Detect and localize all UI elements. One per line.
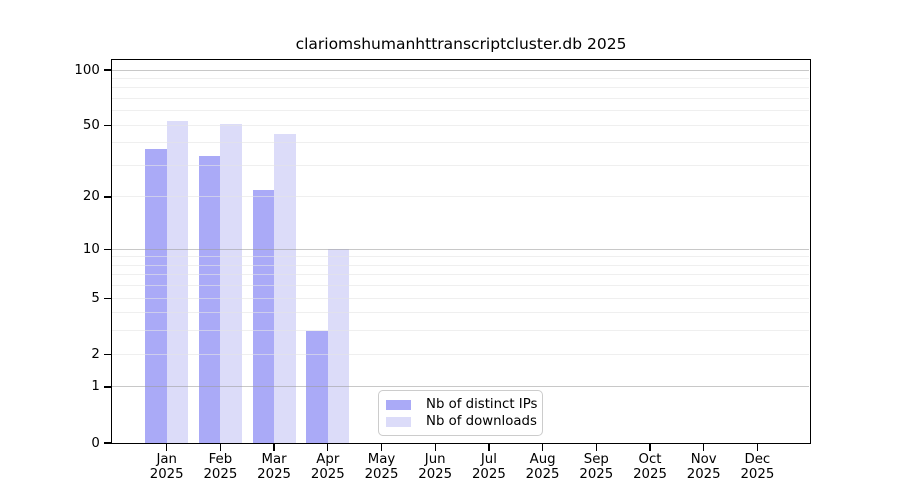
x-axis-tick-sep [595, 444, 597, 451]
x-axis-label-year-nov: 2025 [686, 467, 721, 482]
x-axis-label-year-oct: 2025 [633, 467, 667, 482]
gridline-minor-20 [111, 196, 810, 198]
y-axis-label-5: 5 [91, 290, 100, 306]
x-axis-label-month-apr: Apr [316, 452, 340, 467]
bar-feb-downloads [220, 123, 242, 443]
bar-jan-downloads [166, 120, 189, 443]
y-axis-label-2: 2 [91, 346, 100, 362]
y-axis-label-10: 10 [82, 241, 100, 257]
gridline-minor-70 [111, 97, 810, 99]
legend-swatch-downloads [386, 416, 411, 427]
x-axis-label-month-dec: Dec [744, 452, 771, 467]
x-axis-label-year-mar: 2025 [257, 467, 292, 482]
legend-label-distinct-ips: Nb of distinct IPs [426, 397, 538, 412]
x-axis-label-month-may: May [367, 452, 396, 467]
gridline-major-10 [111, 248, 810, 250]
gridline-minor-60 [111, 110, 810, 112]
gridline-minor-90 [111, 77, 810, 79]
bar-apr-downloads [327, 249, 350, 443]
y-axis-tick-0 [104, 442, 111, 444]
legend-item-distinct-ips: Nb of distinct IPs [386, 396, 538, 413]
x-axis-tick-jan [166, 444, 168, 451]
y-axis-tick-20 [104, 196, 111, 198]
y-axis-tick-1 [104, 386, 111, 388]
gridline-minor-7 [111, 274, 810, 276]
legend-swatch-distinct-ips [386, 399, 411, 410]
x-axis-label-month-oct: Oct [638, 452, 662, 467]
y-axis-label-50: 50 [82, 117, 100, 133]
bar-mar-distinct-ips [252, 189, 275, 443]
y-axis-label-0: 0 [91, 435, 100, 451]
chart-title: clariomshumanhttranscriptcluster.db 2025 [295, 35, 627, 53]
x-axis-label-month-jan: Jan [156, 452, 177, 467]
y-axis-tick-5 [104, 297, 111, 299]
y-axis-tick-50 [104, 124, 111, 126]
gridline-minor-2 [111, 353, 810, 355]
gridline-minor-80 [111, 87, 810, 89]
x-axis-tick-jun [434, 444, 436, 451]
x-axis-tick-jul [488, 444, 490, 451]
y-axis-tick-2 [104, 353, 111, 355]
x-axis-label-year-jul: 2025 [471, 467, 506, 482]
gridline-minor-30 [111, 164, 810, 166]
x-axis-label-month-mar: Mar [261, 452, 287, 467]
x-axis-label-year-jun: 2025 [418, 467, 453, 482]
gridline-major-1 [111, 386, 810, 388]
x-axis-label-year-jan: 2025 [149, 467, 184, 482]
x-axis-tick-nov [703, 444, 705, 451]
x-axis-label-month-nov: Nov [690, 452, 717, 467]
bar-feb-distinct-ips [198, 155, 221, 443]
gridline-minor-5 [111, 297, 810, 299]
x-axis-label-year-aug: 2025 [525, 467, 560, 482]
x-axis-label-month-sep: Sep [583, 452, 609, 467]
y-axis-label-100: 100 [74, 62, 100, 78]
gridline-minor-8 [111, 264, 810, 266]
x-axis-label-year-sep: 2025 [579, 467, 614, 482]
x-axis-tick-apr [327, 444, 329, 451]
gridline-major-100 [111, 69, 810, 71]
y-axis-tick-10 [104, 248, 111, 250]
gridline-minor-6 [111, 285, 810, 287]
x-axis-tick-feb [219, 444, 222, 451]
y-axis-label-20: 20 [82, 189, 100, 205]
x-axis-label-year-may: 2025 [364, 467, 399, 482]
plot-border [110, 59, 811, 444]
legend-item-downloads: Nb of downloads [386, 413, 537, 430]
x-axis-tick-may [380, 444, 383, 451]
x-axis-label-month-jun: Jun [424, 452, 446, 467]
x-axis-label-month-feb: Feb [208, 452, 233, 467]
x-axis-label-month-jul: Jul [480, 452, 497, 467]
x-axis-label-month-aug: Aug [529, 452, 556, 467]
gridline-minor-50 [111, 124, 810, 126]
x-axis-tick-aug [541, 444, 544, 451]
gridline-minor-3 [111, 330, 810, 332]
gridline-minor-40 [111, 142, 810, 144]
chart-legend: Nb of distinct IPs Nb of downloads [378, 390, 543, 436]
gridline-minor-9 [111, 256, 810, 258]
y-axis-label-1: 1 [91, 379, 100, 395]
x-axis-label-year-dec: 2025 [740, 467, 775, 482]
x-axis-label-year-apr: 2025 [310, 467, 345, 482]
legend-label-downloads: Nb of downloads [426, 414, 537, 429]
y-axis-tick-100 [104, 69, 111, 71]
gridline-minor-4 [111, 312, 810, 314]
bar-jan-distinct-ips [145, 149, 167, 443]
x-axis-tick-oct [649, 444, 651, 451]
x-axis-tick-mar [273, 444, 275, 451]
bar-mar-downloads [274, 133, 296, 443]
x-axis-tick-dec [756, 444, 759, 451]
x-axis-label-year-feb: 2025 [203, 467, 238, 482]
